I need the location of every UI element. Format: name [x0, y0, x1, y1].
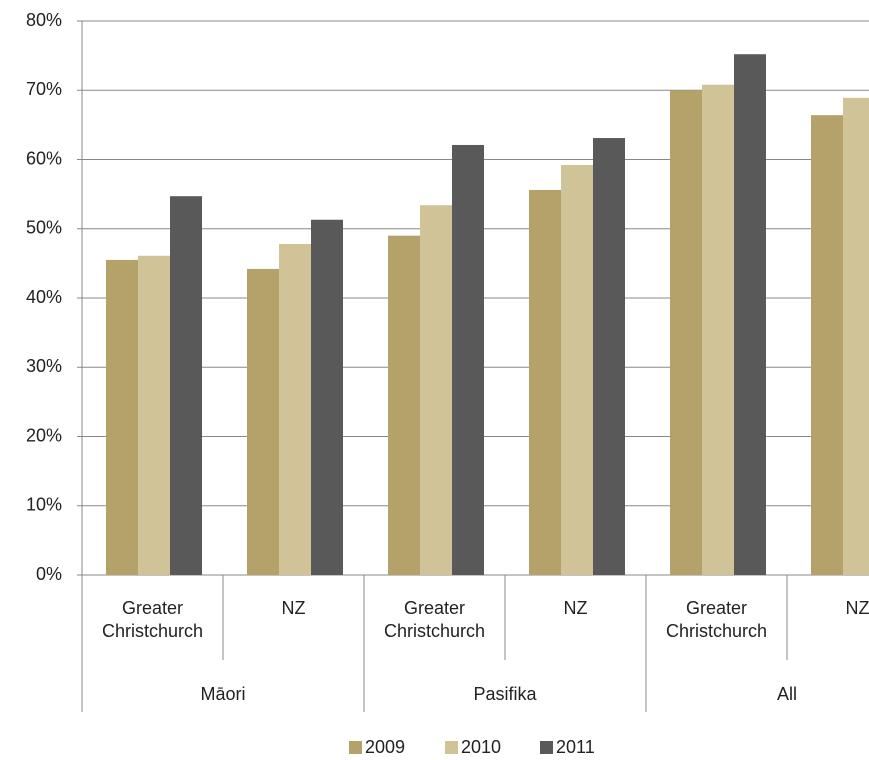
x-tick-label: Greater Christchurch: [665, 598, 768, 641]
y-tick-label: 60%: [26, 148, 62, 168]
bar: [247, 268, 279, 575]
group-label: Māori: [200, 684, 245, 704]
x-tick-label: Greater Christchurch: [101, 598, 204, 641]
legend-swatch: [445, 741, 458, 754]
bar: [529, 189, 561, 575]
legend-label: 2010: [461, 737, 501, 757]
y-tick-label: 80%: [26, 10, 62, 30]
y-tick-label: 40%: [26, 287, 62, 307]
y-tick-label: 0%: [36, 564, 62, 584]
bar: [670, 90, 702, 575]
x-tick-label: NZ: [281, 598, 306, 618]
legend-label: 2011: [556, 737, 595, 757]
y-tick-label: 20%: [26, 425, 62, 445]
bar: [279, 243, 311, 576]
bar: [388, 235, 420, 576]
bar: [420, 205, 452, 575]
group-label: All: [777, 684, 797, 704]
bar: [593, 138, 625, 575]
bar: [170, 196, 202, 575]
x-tick-label: Greater Christchurch: [383, 598, 486, 641]
bar: [311, 219, 343, 575]
group-label: Pasifika: [473, 684, 537, 704]
bar: [138, 255, 170, 575]
bar: [843, 97, 869, 576]
x-tick-label: NZ: [563, 598, 588, 618]
bar: [452, 144, 484, 575]
y-tick-label: 50%: [26, 218, 62, 238]
bar: [811, 115, 843, 576]
y-tick-label: 70%: [26, 79, 62, 99]
y-tick-label: 30%: [26, 356, 62, 376]
bar: [561, 165, 593, 576]
legend-label: 2009: [365, 737, 405, 757]
x-tick-label: NZ: [845, 598, 869, 618]
legend-swatch: [349, 741, 362, 754]
bar: [734, 54, 766, 576]
bar: [702, 84, 734, 576]
y-tick-label: 10%: [26, 495, 62, 515]
legend-swatch: [540, 741, 553, 754]
bar: [106, 259, 138, 575]
